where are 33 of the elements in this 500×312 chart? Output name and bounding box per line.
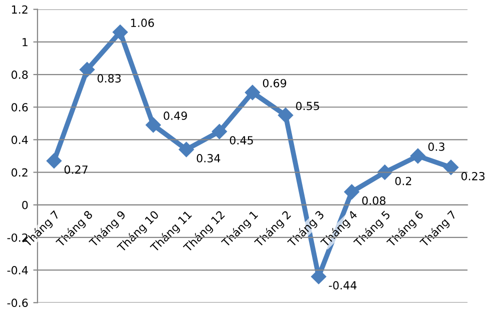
data-label: 0.55 <box>296 102 320 110</box>
data-label: 0.3 <box>428 142 444 151</box>
y-tick-label: 1.2 <box>12 5 28 14</box>
data-label: 0.49 <box>164 112 187 120</box>
point <box>244 84 260 100</box>
y-tick-label: 0 <box>22 200 28 210</box>
data-label: 0.08 <box>362 196 386 205</box>
point <box>410 148 426 164</box>
data-label: 0.34 <box>196 154 220 162</box>
y-tick-label: 0.4 <box>12 136 28 144</box>
point <box>212 124 227 140</box>
data-label: 0.27 <box>64 165 88 174</box>
y-tick-label: 0.8 <box>12 70 28 79</box>
data-label: 0.69 <box>262 78 286 88</box>
point <box>46 153 62 168</box>
y-tick-label: 0.6 <box>12 103 28 112</box>
point <box>146 117 161 133</box>
data-label: 0.83 <box>98 74 121 83</box>
y-tick-label: 1 <box>22 38 28 46</box>
point <box>443 160 459 175</box>
data-label: 0.23 <box>461 172 485 180</box>
y-tick-label: 0.2 <box>12 168 28 177</box>
data-label: -0.44 <box>328 281 356 290</box>
point <box>80 62 95 78</box>
point <box>278 108 294 123</box>
point <box>112 24 128 40</box>
y-tick-label: -0.4 <box>7 266 28 274</box>
y-tick-label: -0.6 <box>7 298 28 308</box>
data-label: 0.2 <box>395 176 412 186</box>
data-label: 0.45 <box>230 136 253 145</box>
point <box>178 142 194 158</box>
data-label: 1.06 <box>131 18 154 28</box>
point <box>344 184 360 200</box>
